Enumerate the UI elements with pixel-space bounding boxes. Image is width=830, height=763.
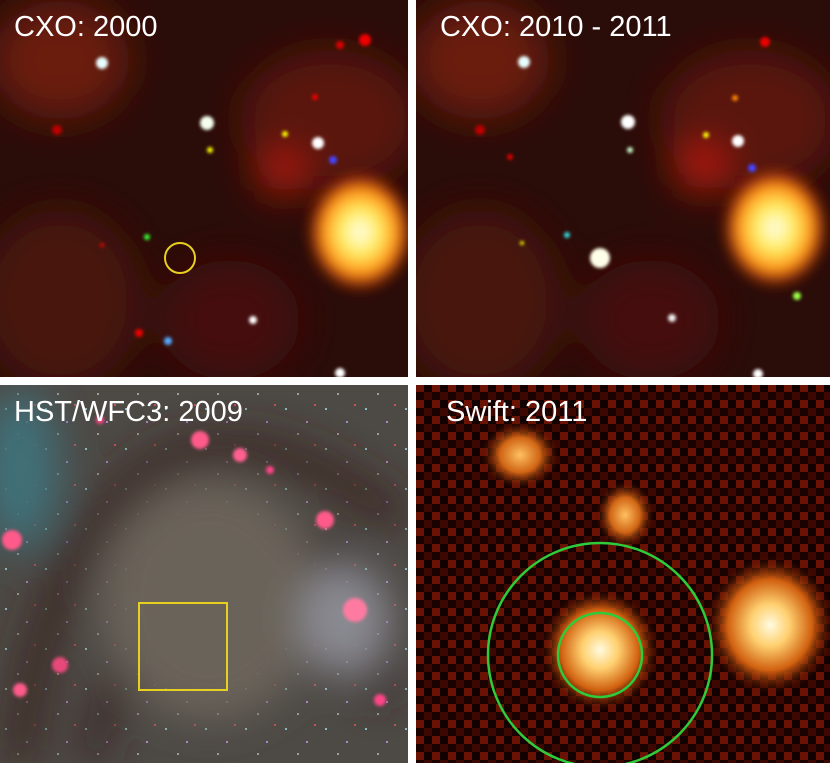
source-blob xyxy=(705,555,830,695)
hii-regions xyxy=(2,416,386,706)
panel-swift: Swift: 2011 xyxy=(416,385,830,763)
source-blob xyxy=(595,480,655,550)
panel-label: CXO: 2000 xyxy=(14,11,157,43)
bright-source xyxy=(720,166,830,290)
dust-lanes xyxy=(0,390,408,763)
zoom-box xyxy=(138,602,228,691)
panel-label: Swift: 2011 xyxy=(446,396,587,428)
background-circle xyxy=(486,541,714,763)
panel-label: CXO: 2010 - 2011 xyxy=(440,11,672,43)
haze xyxy=(0,0,408,377)
panel-cxo-2010-2011: CXO: 2010 - 2011 xyxy=(416,0,830,377)
haze xyxy=(416,0,830,377)
point-sources xyxy=(475,37,801,377)
panel-hst: HST/WFC3: 2009 xyxy=(0,385,408,763)
panel-label: HST/WFC3: 2009 xyxy=(14,396,243,428)
bright-source xyxy=(305,170,408,294)
source-circle xyxy=(164,242,196,274)
source-blob xyxy=(480,420,560,490)
source-blob xyxy=(540,588,660,712)
point-sources xyxy=(52,34,371,377)
panel-cxo-2000: CXO: 2000 xyxy=(0,0,408,377)
source-circle xyxy=(556,611,644,699)
